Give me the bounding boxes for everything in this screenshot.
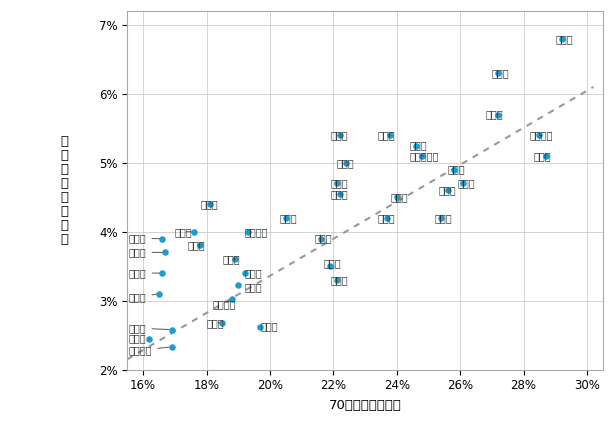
Point	[418, 152, 427, 159]
Text: 相生市: 相生市	[435, 213, 453, 223]
Text: 穴粟市: 穴粟市	[330, 130, 348, 140]
Point	[255, 324, 265, 330]
Text: 加東市: 加東市	[129, 234, 160, 244]
Point	[325, 263, 335, 270]
Point	[557, 35, 567, 42]
Point	[437, 214, 446, 221]
Point	[541, 152, 551, 159]
Y-axis label: 要
介
護
者
人
口
比
率: 要 介 護 者 人 口 比 率	[60, 135, 68, 246]
Text: 赤穂市: 赤穂市	[314, 234, 332, 244]
Text: 西脇市: 西脇市	[330, 178, 348, 188]
Text: 豊岡市: 豊岡市	[378, 213, 395, 223]
Text: 佐用町: 佐用町	[555, 34, 573, 44]
Point	[233, 282, 243, 289]
Point	[239, 270, 249, 276]
Point	[332, 180, 341, 187]
Point	[335, 132, 344, 139]
Point	[205, 201, 215, 208]
Text: 福崎町: 福崎町	[222, 254, 240, 264]
Text: 朝来市: 朝来市	[438, 185, 456, 195]
Text: 新温泉町: 新温泉町	[530, 130, 553, 140]
Text: 香美町: 香美町	[533, 151, 551, 161]
Point	[243, 228, 253, 235]
Point	[189, 228, 199, 235]
Text: 洲本市: 洲本市	[410, 140, 427, 150]
Point	[411, 142, 421, 149]
Text: 淡路市: 淡路市	[486, 110, 503, 120]
Text: 高砂市: 高砂市	[129, 268, 160, 278]
Point	[443, 187, 453, 194]
Text: 上郡町: 上郡町	[378, 130, 395, 140]
Point	[227, 296, 237, 303]
Point	[392, 194, 402, 201]
Text: 稲美町: 稲美町	[260, 322, 278, 332]
Text: 播磨町: 播磨町	[129, 334, 149, 343]
Text: 神戸市: 神戸市	[244, 268, 262, 278]
Text: 猪名川町: 猪名川町	[213, 299, 236, 309]
Text: 神河町: 神河町	[448, 165, 465, 175]
Text: 養父市: 養父市	[492, 68, 510, 78]
Point	[335, 191, 344, 197]
Point	[157, 235, 167, 242]
Point	[341, 159, 351, 166]
Point	[157, 270, 167, 276]
X-axis label: 70歳以上人口比率: 70歳以上人口比率	[328, 399, 402, 412]
Text: 加古川市: 加古川市	[129, 345, 169, 355]
Point	[493, 111, 503, 118]
Text: 丹波市: 丹波市	[336, 158, 354, 168]
Point	[167, 326, 177, 333]
Text: 篠山市: 篠山市	[330, 189, 348, 199]
Point	[167, 343, 177, 350]
Point	[459, 180, 468, 187]
Text: 三木市: 三木市	[330, 275, 348, 285]
Text: 多可町: 多可町	[457, 178, 475, 188]
Text: 芦屋市: 芦屋市	[244, 282, 262, 292]
Text: 加西市: 加西市	[279, 213, 297, 223]
Text: 伊丹市: 伊丹市	[129, 323, 169, 333]
Point	[449, 166, 459, 173]
Point	[383, 214, 392, 221]
Point	[160, 249, 170, 256]
Text: 宝塚市: 宝塚市	[175, 227, 192, 237]
Text: 小野市: 小野市	[187, 241, 205, 251]
Point	[316, 235, 325, 242]
Text: 市川町: 市川町	[391, 192, 408, 202]
Point	[281, 214, 291, 221]
Text: 太子町: 太子町	[129, 292, 156, 302]
Point	[230, 256, 240, 263]
Text: 川西市: 川西市	[324, 258, 341, 268]
Point	[154, 290, 164, 297]
Point	[386, 132, 395, 139]
Point	[195, 242, 205, 249]
Text: 尼崎市: 尼崎市	[200, 199, 218, 209]
Text: 南あわじ市: 南あわじ市	[410, 151, 439, 161]
Point	[535, 132, 545, 139]
Point	[493, 70, 503, 76]
Text: たつの市: たつの市	[244, 227, 268, 237]
Point	[144, 335, 154, 342]
Point	[332, 276, 341, 283]
Text: 明石市: 明石市	[206, 318, 224, 328]
Text: 姫路市: 姫路市	[129, 248, 163, 257]
Point	[217, 319, 227, 326]
